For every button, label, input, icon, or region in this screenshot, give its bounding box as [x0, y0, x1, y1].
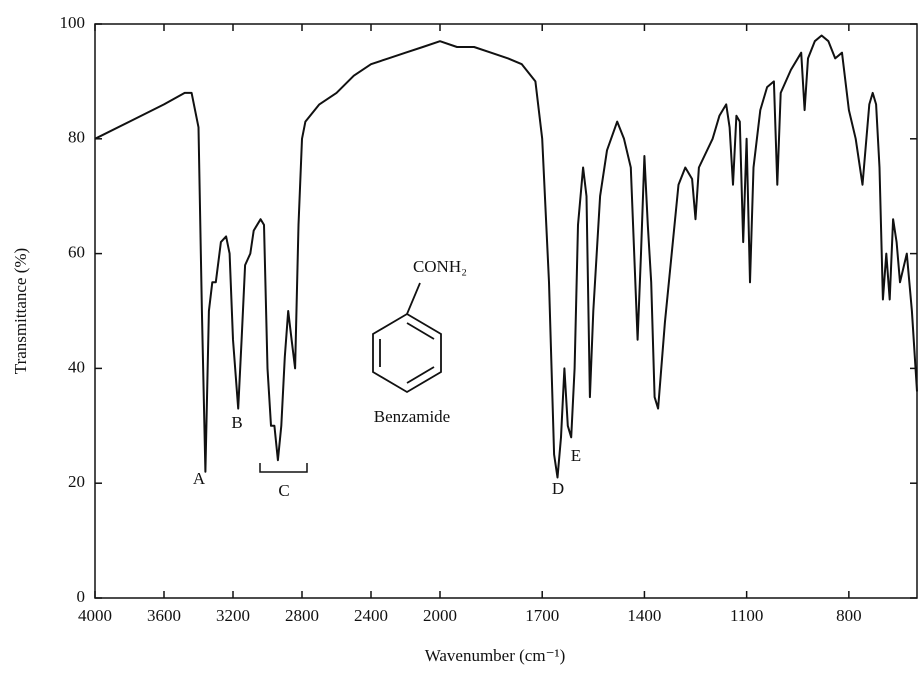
y-tick-label: 40 [68, 357, 85, 376]
annotation: D [552, 479, 564, 498]
x-tick-label: 1400 [627, 606, 661, 625]
x-axis-label: Wavenumber (cm⁻¹) [425, 646, 566, 665]
y-axis-label: Transmittance (%) [11, 248, 30, 374]
benzene-ring [372, 282, 442, 394]
x-tick-label: 2800 [285, 606, 319, 625]
y-tick-label: 20 [68, 472, 85, 491]
y-tick-label: 60 [68, 243, 85, 262]
y-tick-label: 0 [77, 587, 86, 606]
x-tick-label: 3600 [147, 606, 181, 625]
annotation: E [571, 446, 581, 465]
y-tick-label: 80 [68, 128, 85, 147]
structure-label: Benzamide [374, 407, 450, 426]
annotation: A [193, 469, 206, 488]
spectrum-line [94, 34, 918, 479]
x-tick-label: 4000 [78, 606, 112, 625]
x-tick-label: 2000 [423, 606, 457, 625]
x-tick-label: 3200 [216, 606, 250, 625]
x-tick-label: 1700 [525, 606, 559, 625]
structure-label: CONH₂ [413, 257, 467, 276]
x-tick-label: 800 [836, 606, 862, 625]
annotation: B [231, 413, 242, 432]
plot-frame [94, 23, 918, 599]
y-tick-label: 100 [60, 13, 86, 32]
bracket [259, 463, 308, 473]
annotation: C [278, 481, 289, 500]
x-tick-label: 2400 [354, 606, 388, 625]
x-tick-label: 1100 [730, 606, 763, 625]
